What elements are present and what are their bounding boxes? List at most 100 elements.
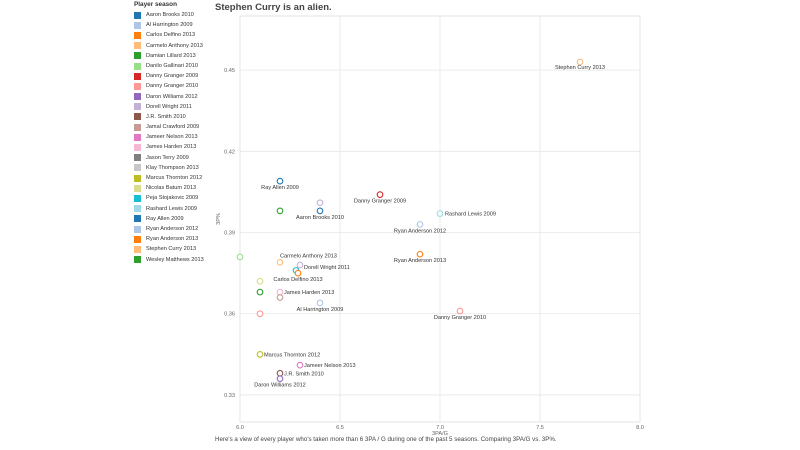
legend-label: J.R. Smith 2010 bbox=[146, 113, 186, 120]
legend-label: Stephen Curry 2013 bbox=[146, 246, 197, 253]
legend-label: Jamal Crawford 2009 bbox=[146, 124, 200, 131]
data-point bbox=[256, 310, 264, 318]
legend-item[interactable]: Al Harrington 2009 bbox=[134, 20, 214, 30]
data-point bbox=[236, 253, 244, 261]
legend-label: Klay Thompson 2013 bbox=[146, 164, 199, 171]
legend-item[interactable]: Jason Terry 2009 bbox=[134, 153, 214, 163]
legend-label: Marcus Thornton 2012 bbox=[146, 175, 203, 181]
legend-item[interactable]: Dorell Wright 2011 bbox=[134, 102, 214, 112]
legend-item[interactable]: J.R. Smith 2010 bbox=[134, 112, 214, 122]
data-point bbox=[276, 207, 284, 215]
legend-label: Aaron Brooks 2010 bbox=[146, 12, 194, 18]
legend-swatch bbox=[134, 21, 141, 29]
data-point bbox=[296, 361, 304, 369]
legend-item[interactable]: Nicolas Batum 2013 bbox=[134, 183, 214, 193]
x-tick-label: 6.0 bbox=[236, 425, 244, 431]
legend-title: Player season bbox=[134, 1, 177, 8]
legend-label: James Harden 2013 bbox=[146, 144, 197, 151]
data-point bbox=[376, 191, 384, 198]
legend-label: Nicolas Batum 2013 bbox=[146, 185, 197, 192]
data-point bbox=[456, 307, 464, 315]
x-axis-title: 3PA/G bbox=[432, 431, 448, 437]
point-layer bbox=[236, 58, 584, 383]
legend-swatch bbox=[134, 205, 141, 213]
point-label: Ryan Anderson 2013 bbox=[394, 258, 446, 264]
chart-title: Stephen Curry is an alien. bbox=[215, 2, 332, 13]
legend-label: Al Harrington 2009 bbox=[146, 22, 193, 29]
data-point bbox=[276, 177, 284, 185]
legend-swatch bbox=[134, 103, 141, 111]
chart-caption: Here's a view of every player who's take… bbox=[215, 436, 557, 443]
legend-item[interactable]: Stephen Curry 2013 bbox=[134, 244, 214, 254]
legend-item[interactable]: Rashard Lewis 2009 bbox=[134, 204, 214, 214]
legend-swatch bbox=[134, 113, 141, 121]
legend-item[interactable]: Jamal Crawford 2009 bbox=[134, 122, 214, 132]
legend-item[interactable]: Aaron Brooks 2010 bbox=[134, 10, 214, 20]
y-tick-label: 0.45 bbox=[224, 68, 235, 74]
legend-swatch bbox=[134, 225, 141, 233]
legend-item[interactable]: Carlos Delfino 2013 bbox=[134, 30, 214, 40]
legend-label: Jameer Nelson 2013 bbox=[146, 134, 198, 141]
legend-item[interactable]: Jameer Nelson 2013 bbox=[134, 132, 214, 142]
legend-item[interactable]: Ryan Anderson 2012 bbox=[134, 224, 214, 234]
grid-layer bbox=[239, 15, 641, 423]
legend-label: Rashard Lewis 2009 bbox=[146, 205, 197, 212]
legend-item[interactable]: Daron Williams 2012 bbox=[134, 92, 214, 102]
legend-item[interactable]: Peja Stojakovic 2009 bbox=[134, 193, 214, 203]
y-tick-label: 0.39 bbox=[224, 231, 235, 237]
legend-item[interactable]: Ryan Anderson 2013 bbox=[134, 234, 214, 244]
x-tick-label: 7.5 bbox=[536, 425, 544, 431]
y-axis-title: 3P% bbox=[216, 213, 222, 225]
legend-swatch bbox=[134, 133, 141, 141]
legend-label: Ryan Anderson 2012 bbox=[146, 225, 199, 232]
data-point bbox=[276, 375, 284, 383]
legend-item[interactable]: Damian Lillard 2013 bbox=[134, 51, 214, 61]
y-tick-label: 0.33 bbox=[224, 393, 235, 399]
legend-label: Danny Granger 2010 bbox=[146, 83, 199, 90]
legend-swatch bbox=[134, 164, 141, 172]
legend-label: Carlos Delfino 2013 bbox=[146, 32, 196, 39]
legend-swatch bbox=[134, 245, 141, 253]
legend-item[interactable]: Ray Allen 2009 bbox=[134, 214, 214, 224]
legend-swatch bbox=[134, 194, 141, 202]
point-label: Ray Allen 2009 bbox=[261, 185, 299, 191]
legend-item[interactable]: Wesley Matthews 2013 bbox=[134, 255, 214, 265]
point-label: Danny Granger 2009 bbox=[354, 199, 406, 205]
y-tick-label: 0.36 bbox=[224, 312, 235, 318]
legend-swatch bbox=[134, 52, 141, 60]
data-point bbox=[416, 250, 424, 258]
point-label: Rashard Lewis 2009 bbox=[445, 212, 496, 218]
y-tick-label: 0.42 bbox=[224, 149, 235, 155]
point-label: Carmelo Anthony 2013 bbox=[280, 253, 337, 259]
legend-item[interactable]: Marcus Thornton 2012 bbox=[134, 173, 214, 183]
legend-swatch bbox=[134, 174, 141, 182]
point-label: Aaron Brooks 2010 bbox=[296, 215, 344, 221]
legend-swatch bbox=[134, 72, 141, 80]
legend-label: Wesley Matthews 2013 bbox=[146, 256, 204, 263]
legend-item[interactable]: Carmelo Anthony 2013 bbox=[134, 41, 214, 51]
legend-label: Jason Terry 2009 bbox=[146, 154, 189, 161]
legend-label: Dorell Wright 2011 bbox=[146, 103, 192, 110]
legend-label: Ray Allen 2009 bbox=[146, 215, 184, 222]
legend-label: Carmelo Anthony 2013 bbox=[146, 42, 203, 49]
legend-swatch bbox=[134, 123, 141, 131]
data-point bbox=[296, 261, 304, 269]
legend-item[interactable]: Klay Thompson 2013 bbox=[134, 163, 214, 173]
legend-item[interactable]: James Harden 2013 bbox=[134, 142, 214, 152]
data-point bbox=[256, 288, 264, 296]
legend-item[interactable]: Danny Granger 2009 bbox=[134, 71, 214, 81]
legend-swatch bbox=[134, 11, 141, 19]
legend-label: Damian Lillard 2013 bbox=[146, 52, 196, 59]
legend-item[interactable]: Danilo Gallinari 2010 bbox=[134, 61, 214, 71]
point-label: James Harden 2013 bbox=[284, 290, 334, 296]
point-label: J.R. Smith 2010 bbox=[284, 371, 324, 377]
legend-swatch bbox=[134, 144, 141, 152]
data-point bbox=[316, 299, 324, 307]
data-point bbox=[316, 199, 324, 207]
point-label: Danny Granger 2010 bbox=[434, 315, 486, 321]
legend-label: Daron Williams 2012 bbox=[146, 93, 198, 100]
legend-items: Aaron Brooks 2010 Al Harrington 2009 Carlo… bbox=[134, 10, 214, 265]
point-label: Daron Williams 2012 bbox=[254, 383, 306, 389]
legend-item[interactable]: Danny Granger 2010 bbox=[134, 81, 214, 91]
